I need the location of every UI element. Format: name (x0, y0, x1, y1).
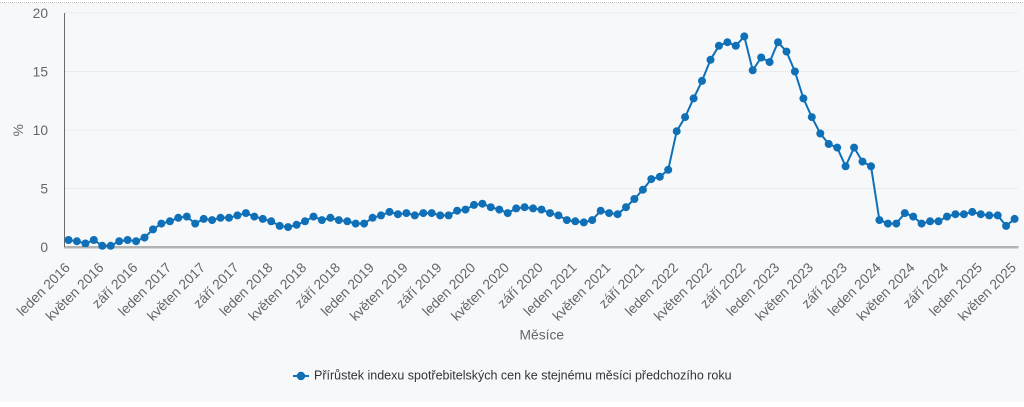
svg-text:5: 5 (40, 181, 48, 196)
svg-text:20: 20 (33, 6, 49, 21)
svg-text:%: % (11, 124, 26, 136)
svg-text:Přírůstek indexu spotřebitelsk: Přírůstek indexu spotřebitelských cen ke… (314, 368, 732, 382)
svg-text:Měsíce: Měsíce (520, 328, 565, 343)
svg-text:10: 10 (33, 123, 49, 138)
svg-text:15: 15 (33, 64, 49, 79)
svg-text:0: 0 (40, 240, 48, 255)
